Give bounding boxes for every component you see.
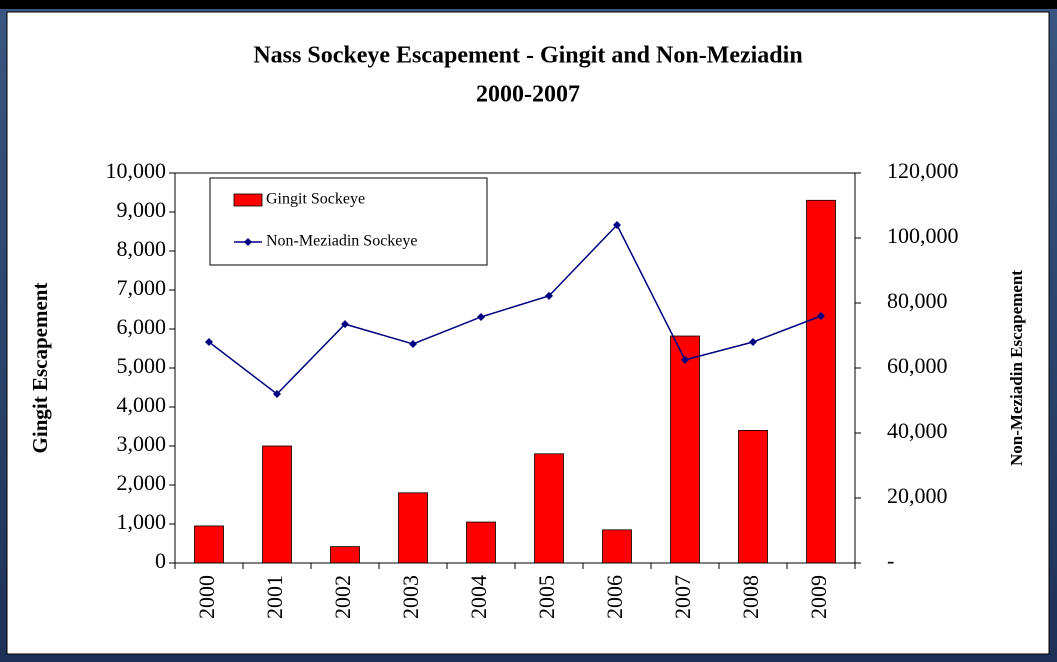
x-tick-label: 2009 xyxy=(806,575,831,619)
line-marker xyxy=(545,291,553,300)
y2-tick-label: 100,000 xyxy=(887,223,959,248)
bar xyxy=(398,492,428,564)
x-tick-label: 2005 xyxy=(534,575,559,619)
x-tick-label: 2004 xyxy=(466,575,491,619)
bar xyxy=(534,453,564,564)
x-tick-label: 2002 xyxy=(330,575,355,619)
chart-subtitle: 2000-2007 xyxy=(476,82,580,108)
bar xyxy=(466,521,496,564)
legend-box xyxy=(209,177,488,266)
line-marker xyxy=(477,312,485,321)
y2-tick-label: 80,000 xyxy=(887,288,948,313)
y-tick-label: 8,000 xyxy=(117,236,167,261)
y2-tick-label: 60,000 xyxy=(887,353,948,378)
bar xyxy=(602,529,632,564)
bar xyxy=(670,335,700,564)
line-marker xyxy=(613,221,621,229)
bar xyxy=(194,525,224,564)
x-tick-label: 2000 xyxy=(194,575,219,619)
legend-marker xyxy=(244,238,252,246)
line xyxy=(208,223,822,396)
line-marker xyxy=(817,312,825,320)
y-tick-label: 9,000 xyxy=(117,197,167,222)
x-tick-label: 2008 xyxy=(738,575,763,619)
line-marker xyxy=(273,390,281,398)
x-tick-label: 2007 xyxy=(670,575,695,619)
y-axis-label: Gingit Escapement xyxy=(28,283,52,454)
y2-axis-label: Non-Meziadin Escapement xyxy=(1007,270,1026,466)
y-tick-label: 10,000 xyxy=(106,158,167,183)
legend-swatch xyxy=(233,193,263,207)
bar xyxy=(738,429,768,564)
y-tick-label: 1,000 xyxy=(117,509,167,534)
line-marker xyxy=(409,339,417,348)
y-tick-label: 7,000 xyxy=(117,275,167,300)
y2-tick-label: - xyxy=(887,548,894,573)
line-marker xyxy=(341,320,349,329)
y2-tick-label: 40,000 xyxy=(887,418,948,443)
y-tick-label: 3,000 xyxy=(117,431,167,456)
line-marker xyxy=(681,355,689,364)
y-tick-label: 2,000 xyxy=(117,470,167,495)
chart-area xyxy=(6,11,1050,655)
top-bar xyxy=(0,0,1057,9)
y-tick-label: 6,000 xyxy=(117,314,167,339)
bar xyxy=(806,199,836,564)
x-tick-label: 2006 xyxy=(602,575,627,619)
y-tick-label: 5,000 xyxy=(117,353,167,378)
legend-label: Non-Meziadin Sockeye xyxy=(266,233,418,250)
line-marker xyxy=(205,338,213,346)
chart-title: Nass Sockeye Escapement - Gingit and Non… xyxy=(253,43,802,69)
bar xyxy=(262,445,292,564)
x-tick-label: 2003 xyxy=(398,575,423,619)
y2-tick-label: 20,000 xyxy=(887,483,948,508)
x-tick-label: 2001 xyxy=(262,575,287,619)
line-marker xyxy=(749,338,757,346)
y-tick-label: 4,000 xyxy=(117,392,167,417)
y2-tick-label: 120,000 xyxy=(887,158,959,183)
y-tick-label: 0 xyxy=(155,548,166,573)
bar xyxy=(330,546,360,564)
legend-label: Gingit Sockeye xyxy=(266,191,365,208)
